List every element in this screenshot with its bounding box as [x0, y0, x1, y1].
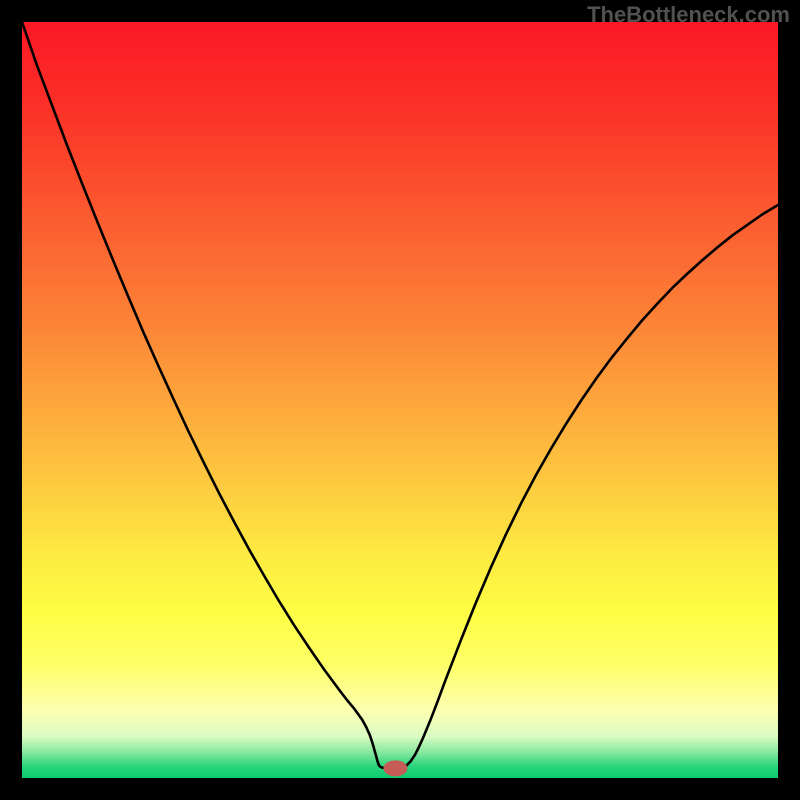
chart-svg — [0, 0, 800, 800]
gradient-background — [22, 22, 778, 778]
watermark-text: TheBottleneck.com — [587, 2, 790, 28]
bottleneck-chart: TheBottleneck.com — [0, 0, 800, 800]
minimum-marker — [383, 760, 407, 776]
